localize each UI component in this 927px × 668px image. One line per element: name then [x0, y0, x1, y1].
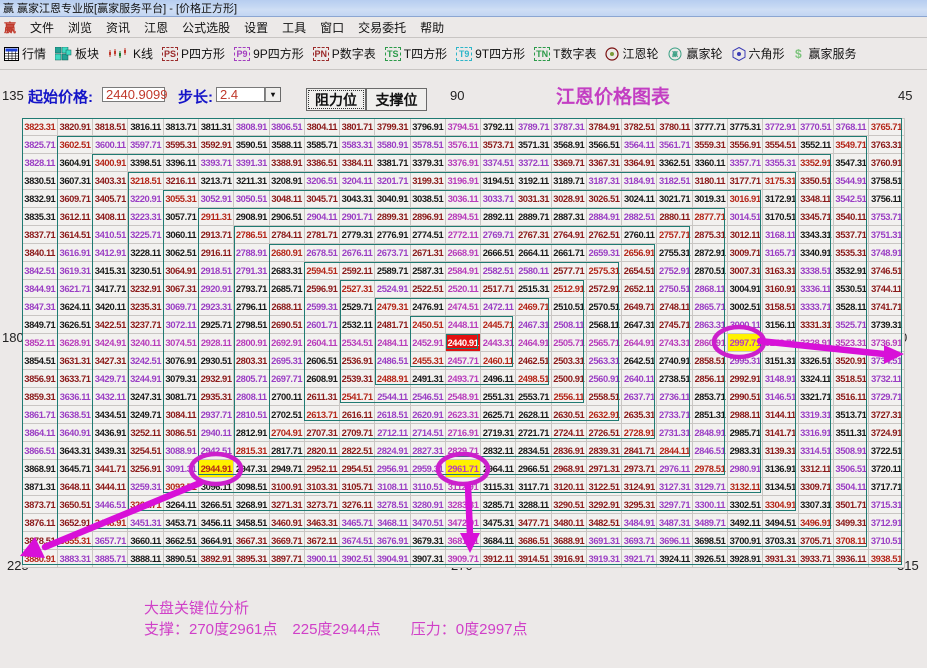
- svg-text:赢: 赢: [672, 50, 678, 58]
- svg-text:$: $: [795, 47, 802, 61]
